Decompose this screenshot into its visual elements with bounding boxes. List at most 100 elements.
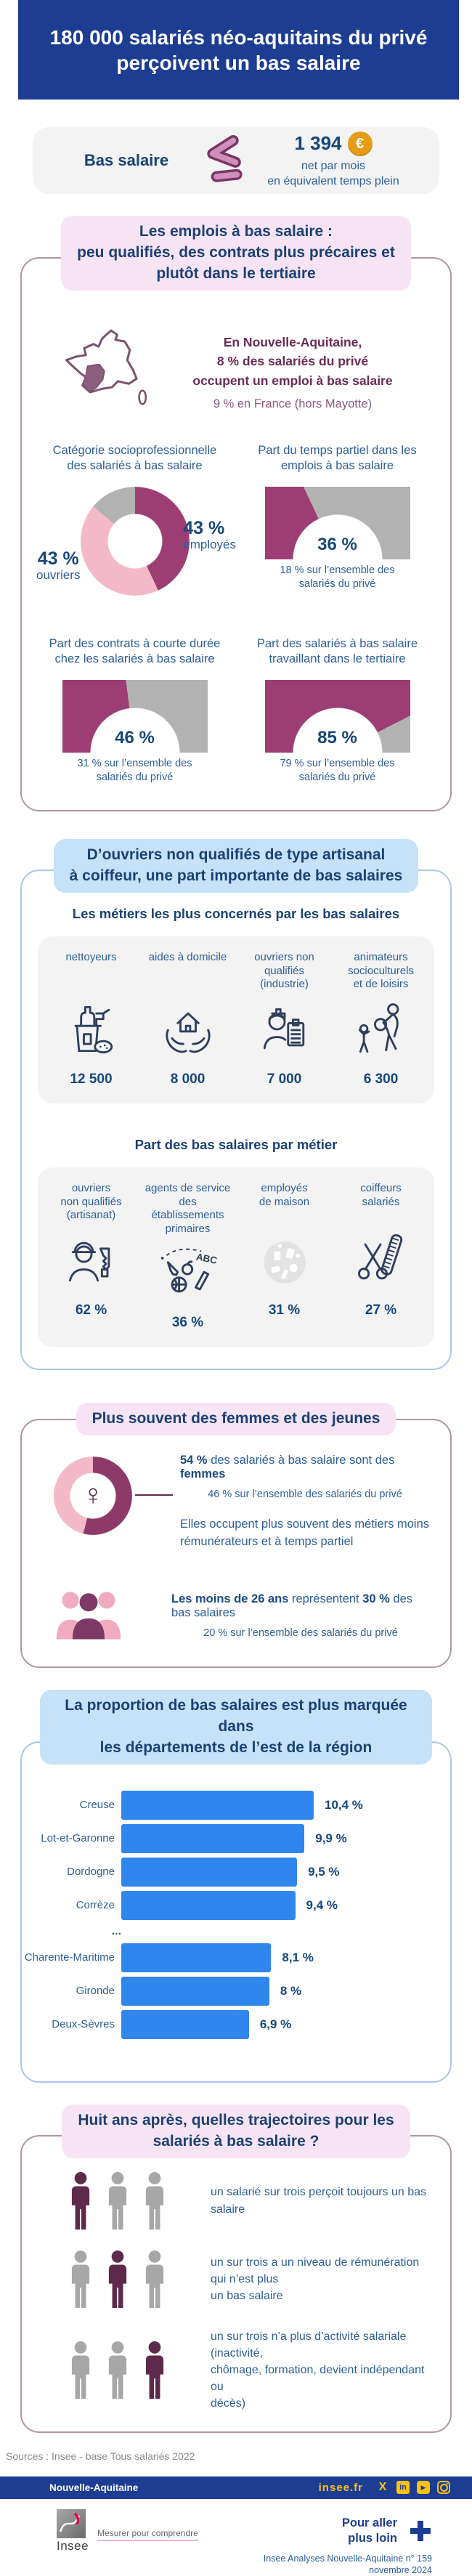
plus-icon[interactable] bbox=[409, 2519, 432, 2543]
footer-region-label: Nouvelle-Aquitaine bbox=[49, 2482, 139, 2493]
women-stat-sub: 46 % sur l’ensemble des salariés du priv… bbox=[208, 1488, 402, 1500]
section-trajectoires-title: Huit ans après, quelles trajectoires pou… bbox=[62, 2104, 410, 2158]
less-than-or-equal-icon bbox=[193, 132, 255, 190]
insee-logo bbox=[57, 2508, 86, 2538]
section-emplois: Les emplois à bas salaire : peu qualifié… bbox=[20, 216, 452, 812]
csp-chart-title: Catégorie socioprofessionnelle des salar… bbox=[52, 443, 217, 473]
trajectory-text-3: un sur trois n’a plus d’activité salaria… bbox=[211, 2330, 425, 2410]
part-time-value: 36 % bbox=[317, 534, 357, 554]
part-time-gauge bbox=[264, 486, 410, 559]
bar-row-lot-et-garonne: Lot-et-Garonne 9,9 % bbox=[22, 1823, 450, 1853]
short-contract-gauge-chart: Part des contrats à courte durée chez le… bbox=[36, 606, 233, 785]
worker-clipboard-icon bbox=[253, 995, 316, 1064]
metier-nettoyeurs: nettoyeurs 12 500 bbox=[45, 951, 137, 1087]
person-pictograms-1 bbox=[65, 2171, 173, 2231]
footer-logo-row: Insee Mesurer pour comprendre Pour aller… bbox=[0, 2499, 472, 2575]
section-trajectoires: Huit ans après, quelles trajectoires pou… bbox=[20, 2104, 452, 2433]
tertiary-caption: 79 % sur l’ensemble des salariés du priv… bbox=[280, 757, 395, 784]
bar-creuse bbox=[121, 1790, 314, 1820]
bar-row-charente-maritime: Charente-Maritime 8,1 % bbox=[22, 1943, 450, 1972]
metier-agents-service: agents de service des établissements pri… bbox=[145, 1181, 231, 1330]
youth-stat-sub: 20 % sur l’ensemble des salariés du priv… bbox=[203, 1627, 398, 1640]
section-femmes-jeunes: Plus souvent des femmes et des jeunes ♀ … bbox=[20, 1402, 452, 1668]
publication-reference: Insee Analyses Nouvelle-Aquitaine n° 159… bbox=[263, 2553, 432, 2575]
region-stat-bold: En Nouvelle-Aquitaine, 8 % des salariés … bbox=[192, 335, 393, 388]
part-time-caption: 18 % sur l’ensemble des salariés du priv… bbox=[280, 564, 395, 591]
definition-amount-block: 1 394 € net par mois en équivalent temps … bbox=[252, 131, 415, 190]
trajectory-row-1: un salarié sur trois perçoit toujours un… bbox=[65, 2171, 428, 2231]
footer-bar: Nouvelle-Aquitaine insee.fr X in ▶ bbox=[0, 2476, 472, 2499]
women-stat-row: ♀ 54 % des salariés à bas salaire sont d… bbox=[54, 1454, 430, 1551]
bar-row-creuse: Creuse 10,4 % bbox=[22, 1790, 450, 1820]
cleaning-supplies-icon bbox=[60, 995, 123, 1064]
csp-donut-chart: Catégorie socioprofessionnelle des salar… bbox=[36, 443, 236, 606]
bar-charente-maritime bbox=[121, 1943, 272, 1972]
short-contract-title: Part des contrats à courte durée chez le… bbox=[49, 636, 221, 666]
bar-correze bbox=[121, 1890, 296, 1920]
csp-label-ouvriers: 43 % ouvriers bbox=[36, 548, 81, 583]
metier-aides-domicile: aides à domicile 8 000 bbox=[148, 950, 227, 1087]
metier-artisanat: ouvriers non qualifiés (artisanat) 62 % bbox=[60, 1181, 123, 1318]
low-wage-definition-box: Bas salaire 1 394 € net par mois en équiv… bbox=[33, 127, 439, 194]
leader-line bbox=[135, 1494, 173, 1496]
metiers-subtitle-2: Part des bas salaires par métier bbox=[134, 1136, 338, 1152]
bar-row-correze: Corrèze 9,4 % bbox=[22, 1890, 450, 1920]
metier-animateurs: animateurs socioculturels et de loisirs … bbox=[348, 950, 414, 1087]
short-contract-value: 46 % bbox=[115, 727, 155, 748]
person-icon bbox=[108, 2341, 127, 2399]
section-femmes-panel: ♀ 54 % des salariés à bas salaire sont d… bbox=[20, 1418, 452, 1668]
charts-row-1: Catégorie socioprofessionnelle des salar… bbox=[22, 443, 450, 785]
svg-text:ABC: ABC bbox=[195, 1251, 218, 1266]
page-title-text: 180 000 salariés néo-aquitains du privé … bbox=[49, 25, 428, 74]
region-stat-text: En Nouvelle-Aquitaine, 8 % des salariés … bbox=[157, 333, 428, 411]
youth-stat-row: Les moins de 26 ans représentent 30 % de… bbox=[54, 1589, 430, 1643]
page-title: 180 000 salariés néo-aquitains du privé … bbox=[18, 0, 459, 100]
school-items-icon: ABC bbox=[157, 1238, 219, 1308]
section-emplois-title: Les emplois à bas salaire : peu qualifié… bbox=[61, 216, 411, 291]
person-pictograms-3 bbox=[65, 2341, 173, 2400]
young-people-group-icon bbox=[54, 1589, 126, 1643]
instagram-icon[interactable] bbox=[437, 2481, 450, 2495]
more-info-block[interactable]: Pour aller plus loin bbox=[342, 2509, 432, 2553]
person-pictograms-2 bbox=[65, 2250, 173, 2309]
region-stat-sub: 9 % en France (hors Mayotte) bbox=[213, 397, 373, 410]
bar-gironde bbox=[121, 1976, 269, 2006]
person-icon bbox=[71, 2250, 90, 2308]
youth-stat-line: Les moins de 26 ans représentent 30 % de… bbox=[171, 1592, 413, 1620]
insee-fr-link[interactable]: insee.fr bbox=[318, 2481, 363, 2494]
insee-logo-block: Insee Mesurer pour comprendre bbox=[57, 2508, 198, 2553]
insee-wordmark: Insee bbox=[57, 2538, 89, 2553]
artisan-saw-icon bbox=[60, 1226, 123, 1295]
person-icon bbox=[71, 2341, 90, 2399]
tertiary-value: 85 % bbox=[317, 727, 357, 748]
tertiary-gauge-chart: Part des salariés à bas salaire travaill… bbox=[239, 606, 436, 785]
person-icon bbox=[145, 2250, 164, 2308]
truncation-ellipsis: ... bbox=[111, 1924, 121, 1937]
metiers-share-box: ouvriers non qualifiés (artisanat) 62 % … bbox=[38, 1167, 434, 1347]
youth-text-block: Les moins de 26 ans représentent 30 % de… bbox=[126, 1592, 430, 1639]
tertiary-title: Part des salariés à bas salaire travaill… bbox=[256, 636, 418, 666]
metier-ouvriers-industrie: ouvriers non qualifiés (industrie) 7 000 bbox=[253, 950, 316, 1087]
bar-deux-sevres bbox=[121, 2009, 249, 2039]
tertiary-gauge bbox=[264, 679, 410, 753]
bar-row-deux-sevres: Deux-Sèvres 6,9 % bbox=[22, 2009, 450, 2039]
scissors-comb-icon bbox=[350, 1226, 412, 1295]
person-icon-highlighted bbox=[145, 2341, 164, 2399]
bar-row-dordogne: Dordogne 9,5 % bbox=[22, 1857, 450, 1887]
section-metiers-panel: Les métiers les plus concernés par les b… bbox=[20, 869, 452, 1370]
women-stat-line: 54 % des salariés à bas salaire sont des… bbox=[180, 1453, 395, 1481]
youtube-icon[interactable]: ▶ bbox=[417, 2481, 430, 2495]
insee-tagline: Mesurer pour comprendre bbox=[97, 2528, 198, 2542]
definition-label: Bas salaire bbox=[84, 151, 169, 169]
section-metiers: D’ouvriers non qualifiés de type artisan… bbox=[20, 839, 452, 1370]
female-symbol-icon: ♀ bbox=[82, 1479, 104, 1512]
section-departements: La proportion de bas salaires est plus m… bbox=[20, 1689, 452, 2083]
amount-value: 1 394 bbox=[294, 132, 342, 155]
france-map-icon bbox=[65, 329, 147, 405]
bar-row-gironde: Gironde 8 % bbox=[22, 1976, 450, 2006]
linkedin-icon[interactable]: in bbox=[396, 2481, 410, 2495]
more-info-label[interactable]: Pour aller plus loin bbox=[341, 2516, 397, 2545]
x-twitter-icon[interactable]: X bbox=[378, 2481, 387, 2494]
hands-house-icon bbox=[157, 995, 219, 1064]
person-icon bbox=[145, 2171, 164, 2229]
